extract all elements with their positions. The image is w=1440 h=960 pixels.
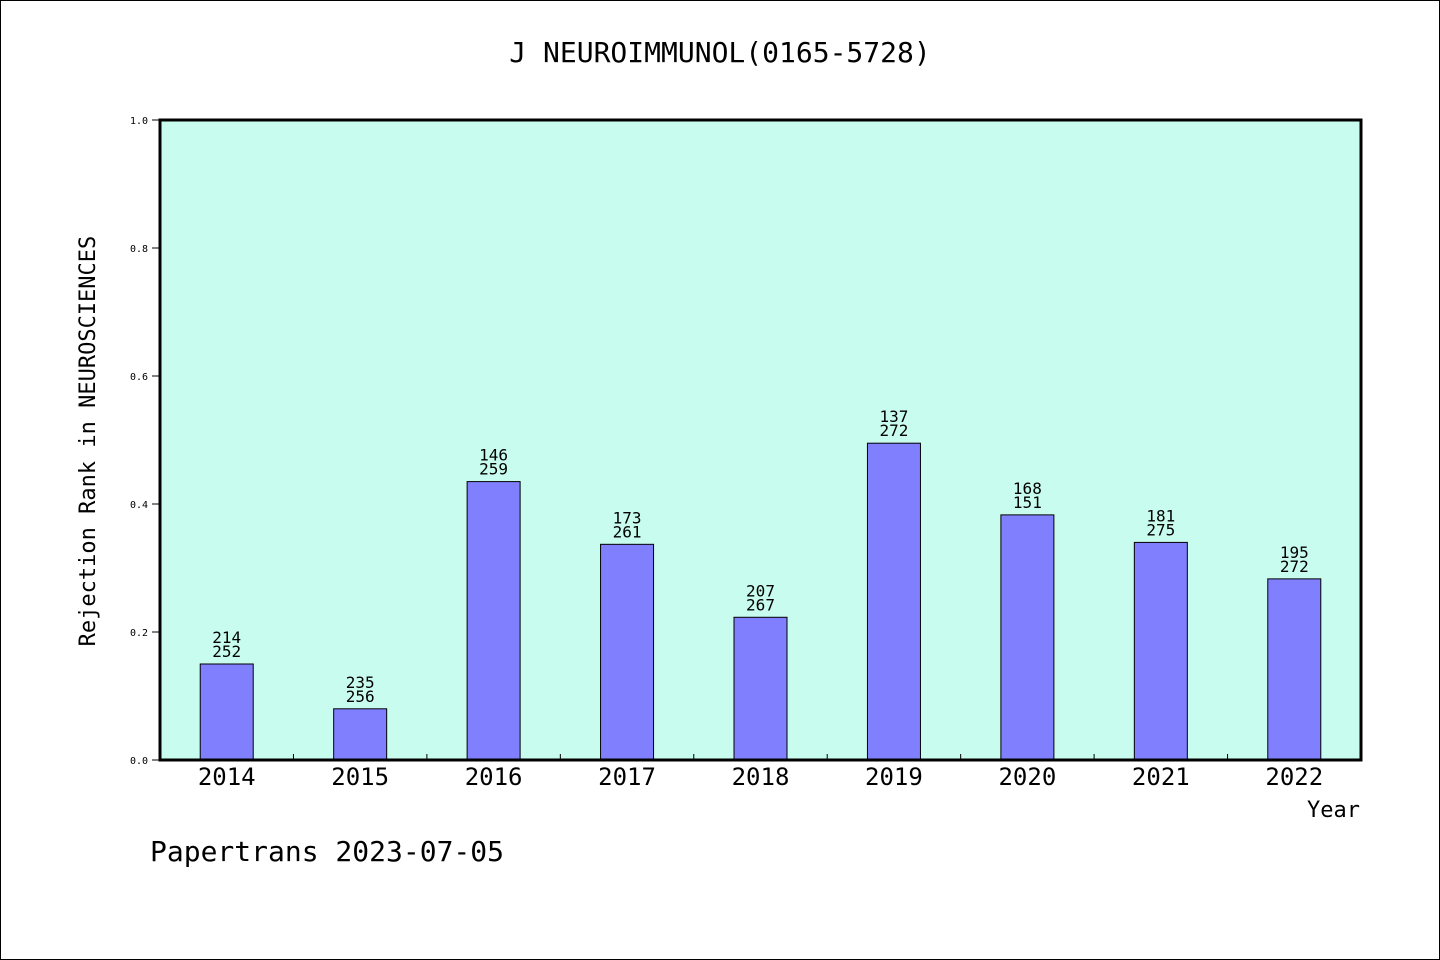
bar xyxy=(1267,578,1322,761)
y-tick-label: 0.2 xyxy=(130,628,148,639)
y-tick-label: 0.6 xyxy=(130,372,148,383)
y-tick-label: 1.0 xyxy=(130,116,148,127)
bar xyxy=(333,708,388,761)
plot-border xyxy=(158,118,1363,762)
x-tick-label: 2015 xyxy=(331,763,389,791)
bar xyxy=(600,543,655,761)
bar-label-top: 181 xyxy=(1146,506,1175,525)
bar-label-top: 173 xyxy=(613,508,642,527)
bar-label-bottom: 272 xyxy=(879,421,908,440)
x-tick-label: 2018 xyxy=(732,763,790,791)
x-tick-label: 2016 xyxy=(465,763,523,791)
bar-label-bottom: 252 xyxy=(212,642,241,661)
y-tick-label: 0.4 xyxy=(130,500,148,511)
bar-label-top: 168 xyxy=(1013,479,1042,498)
bar-label-top: 146 xyxy=(479,446,508,465)
chart-title: J NEUROIMMUNOL(0165-5728) xyxy=(509,36,931,69)
footer-watermark: Papertrans 2023-07-05 xyxy=(150,835,505,868)
bar-label-top: 137 xyxy=(879,407,908,426)
x-tick-label: 2022 xyxy=(1265,763,1323,791)
bar-label-bottom: 151 xyxy=(1013,493,1042,512)
x-tick-label: 2017 xyxy=(598,763,656,791)
x-axis-label: Year xyxy=(1307,798,1360,823)
bar-label-bottom: 267 xyxy=(746,595,775,614)
bar xyxy=(199,663,254,761)
bar xyxy=(466,481,521,761)
bar xyxy=(733,616,788,761)
bar-label-top: 235 xyxy=(346,673,375,692)
y-tick-label: 0.8 xyxy=(130,244,148,255)
bar xyxy=(866,442,921,761)
bar-label-top: 214 xyxy=(212,628,241,647)
bar-label-bottom: 259 xyxy=(479,460,508,479)
bar-label-top: 207 xyxy=(746,581,775,600)
bar-label-bottom: 261 xyxy=(613,522,642,541)
bar-label-bottom: 275 xyxy=(1146,520,1175,539)
y-tick-label: 0.0 xyxy=(130,756,148,767)
bar xyxy=(1000,514,1055,761)
x-tick-label: 2019 xyxy=(865,763,923,791)
x-tick-label: 2020 xyxy=(998,763,1056,791)
bar xyxy=(1133,541,1188,761)
bar-label-bottom: 256 xyxy=(346,687,375,706)
bar-label-top: 195 xyxy=(1280,543,1309,562)
x-tick-label: 2014 xyxy=(198,763,256,791)
x-tick-label: 2021 xyxy=(1132,763,1190,791)
bar-label-bottom: 272 xyxy=(1280,557,1309,576)
